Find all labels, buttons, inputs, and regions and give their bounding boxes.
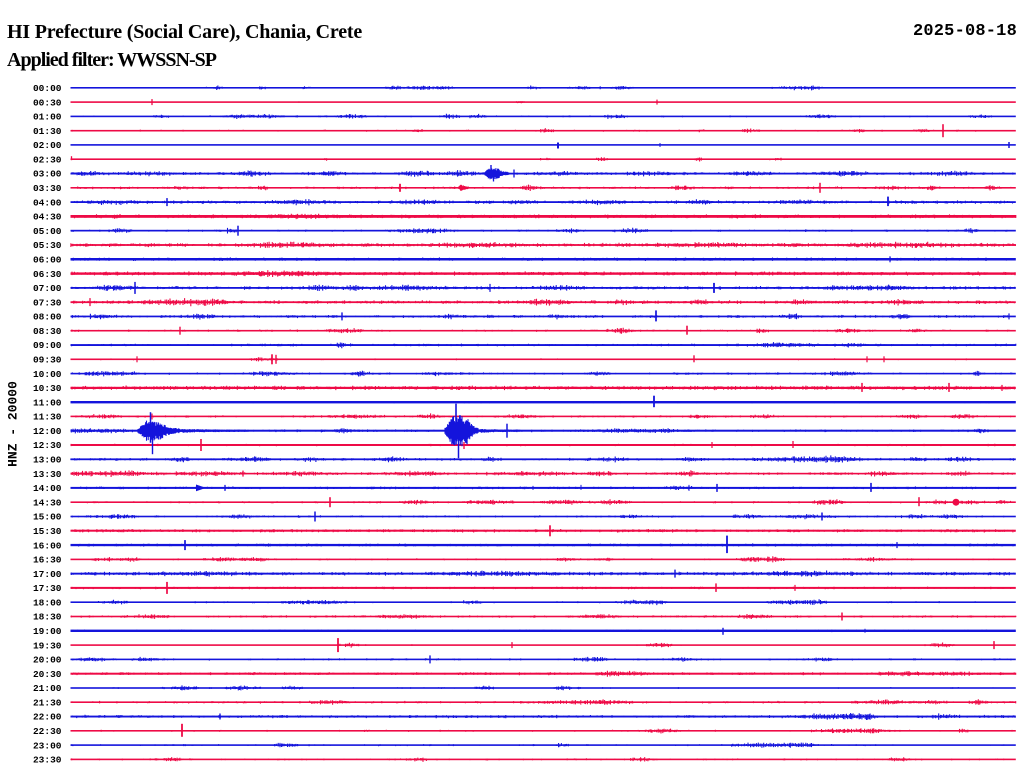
svg-text:06:00: 06:00 — [33, 255, 62, 266]
svg-text:05:00: 05:00 — [33, 226, 62, 237]
svg-text:14:00: 14:00 — [33, 483, 62, 494]
svg-text:07:30: 07:30 — [33, 297, 62, 308]
svg-text:09:00: 09:00 — [33, 340, 62, 351]
svg-text:18:30: 18:30 — [33, 612, 62, 623]
svg-text:08:00: 08:00 — [33, 312, 62, 323]
svg-text:21:30: 21:30 — [33, 697, 62, 708]
svg-text:03:00: 03:00 — [33, 169, 62, 180]
svg-text:19:30: 19:30 — [33, 640, 62, 651]
svg-text:14:30: 14:30 — [33, 497, 62, 508]
svg-text:20:00: 20:00 — [33, 655, 62, 666]
svg-text:12:00: 12:00 — [33, 426, 62, 437]
svg-text:03:30: 03:30 — [33, 183, 62, 194]
svg-text:02:00: 02:00 — [33, 140, 62, 151]
svg-text:04:00: 04:00 — [33, 197, 62, 208]
svg-text:11:00: 11:00 — [33, 397, 62, 408]
svg-text:07:00: 07:00 — [33, 283, 62, 294]
svg-text:02:30: 02:30 — [33, 154, 62, 165]
svg-text:10:00: 10:00 — [33, 369, 62, 380]
svg-text:10:30: 10:30 — [33, 383, 62, 394]
svg-text:01:00: 01:00 — [33, 112, 62, 123]
svg-text:16:00: 16:00 — [33, 540, 62, 551]
svg-text:15:00: 15:00 — [33, 512, 62, 523]
svg-text:15:30: 15:30 — [33, 526, 62, 537]
svg-text:01:30: 01:30 — [33, 126, 62, 137]
svg-text:13:30: 13:30 — [33, 469, 62, 480]
svg-text:17:00: 17:00 — [33, 569, 62, 580]
svg-text:22:30: 22:30 — [33, 726, 62, 737]
svg-text:20:30: 20:30 — [33, 669, 62, 680]
svg-text:05:30: 05:30 — [33, 240, 62, 251]
svg-text:04:30: 04:30 — [33, 212, 62, 223]
svg-text:00:30: 00:30 — [33, 97, 62, 108]
svg-text:00:00: 00:00 — [33, 83, 62, 94]
svg-text:06:30: 06:30 — [33, 269, 62, 280]
svg-text:23:00: 23:00 — [33, 740, 62, 751]
svg-text:08:30: 08:30 — [33, 326, 62, 337]
svg-text:21:00: 21:00 — [33, 683, 62, 694]
svg-text:11:30: 11:30 — [33, 412, 62, 423]
svg-text:09:30: 09:30 — [33, 355, 62, 366]
svg-text:12:30: 12:30 — [33, 440, 62, 451]
svg-text:22:00: 22:00 — [33, 712, 62, 723]
svg-text:18:00: 18:00 — [33, 597, 62, 608]
svg-text:23:30: 23:30 — [33, 755, 62, 766]
svg-text:13:00: 13:00 — [33, 455, 62, 466]
svg-text:16:30: 16:30 — [33, 555, 62, 566]
svg-text:17:30: 17:30 — [33, 583, 62, 594]
svg-text:19:00: 19:00 — [33, 626, 62, 637]
